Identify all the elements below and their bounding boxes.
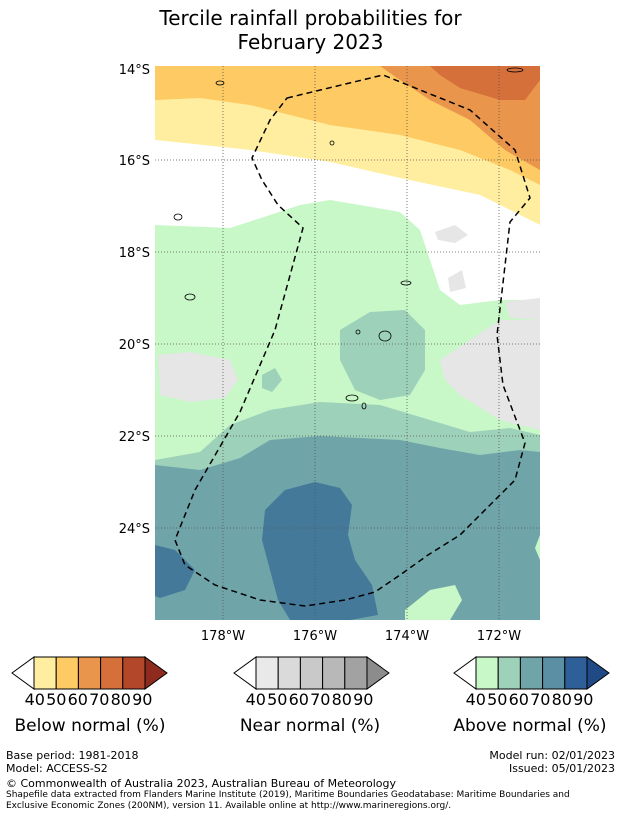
shapefile-credit: Shapefile data extracted from Flanders M…: [6, 790, 606, 812]
above-70-region: [262, 482, 378, 620]
near-40-patch: [440, 320, 540, 430]
colorbar-min-arrow: [233, 656, 257, 690]
colorbars: [11, 656, 610, 690]
footer-right: Model run: 02/01/2023 Issued: 05/01/2023: [489, 749, 615, 775]
tick: 40: [245, 690, 266, 709]
near-legend-title: Near normal (%): [239, 716, 381, 736]
tick: 90: [132, 690, 153, 709]
lat-label: 16°S: [119, 154, 150, 169]
model-run: Model run: 02/01/2023: [489, 749, 615, 762]
above-legend-title: Above normal (%): [453, 716, 607, 736]
map-field: [155, 66, 540, 620]
above-50-region: [535, 535, 540, 560]
near-40-patch: [158, 352, 238, 402]
tick: 70: [530, 690, 551, 709]
colorbar-max-arrow: [366, 656, 390, 690]
title-line-1: Tercile rainfall probabilities for: [159, 6, 462, 30]
shapefile-line-2: Exclusive Economic Zones (200NM), versio…: [6, 801, 452, 811]
tick: 80: [110, 690, 131, 709]
colorbar-swatch: [322, 656, 346, 690]
lat-label: 22°S: [119, 430, 150, 445]
colorbar-swatch: [497, 656, 521, 690]
tick: 40: [24, 690, 45, 709]
above-50-region: [262, 368, 282, 392]
near-40-patch: [448, 270, 466, 292]
lat-label: 24°S: [119, 522, 150, 537]
colorbar-swatch: [344, 656, 368, 690]
colorbar-swatch: [55, 656, 79, 690]
shapefile-line-1: Shapefile data extracted from Flanders M…: [6, 790, 570, 800]
above-70-region: [155, 545, 195, 598]
tick: 70: [89, 690, 110, 709]
tick: 50: [267, 690, 288, 709]
colorbar-swatch: [564, 656, 588, 690]
near-legend-ticks: 405060708090: [245, 690, 374, 709]
lon-label: 174°W: [385, 629, 429, 644]
above-50-region: [340, 310, 425, 400]
colorbar-swatch: [519, 656, 544, 690]
lon-label: 178°W: [201, 629, 245, 644]
island-outlines: [173, 67, 524, 410]
copyright: © Commonwealth of Australia 2023, Austra…: [6, 777, 396, 790]
below-legend-ticks: 405060708090: [24, 690, 153, 709]
title-line-2: February 2023: [237, 30, 384, 54]
lon-label: 176°W: [293, 629, 337, 644]
colorbar-swatch: [255, 656, 279, 690]
lat-label: 18°S: [119, 246, 150, 261]
above-legend-ticks: 405060708090: [465, 690, 594, 709]
below-80-region: [430, 66, 540, 100]
colorbar-swatch: [277, 656, 301, 690]
colorbar-swatch: [122, 656, 146, 690]
graticule: [155, 66, 540, 620]
tick: 80: [551, 690, 572, 709]
tick: 50: [487, 690, 508, 709]
tick: 60: [508, 690, 529, 709]
lon-tick-labels: 178°W 176°W 174°W 172°W: [201, 629, 521, 644]
tick: 60: [67, 690, 88, 709]
colorbar-swatch: [475, 656, 499, 690]
colorbar-swatch: [542, 656, 566, 690]
eez-boundary: [174, 74, 531, 607]
footer-left: Base period: 1981-2018 Model: ACCESS-S2: [6, 749, 138, 775]
tick: 70: [310, 690, 331, 709]
lon-label: 172°W: [477, 629, 521, 644]
tick: 80: [331, 690, 352, 709]
map-title: Tercile rainfall probabilities for Febru…: [0, 6, 621, 54]
colorbar-min-arrow: [11, 656, 35, 690]
tick: 90: [353, 690, 374, 709]
tick: 90: [573, 690, 594, 709]
colorbar-min-arrow: [453, 656, 477, 690]
lat-label: 20°S: [119, 338, 150, 353]
colorbar-max-arrow: [144, 656, 168, 690]
base-period: Base period: 1981-2018: [6, 749, 139, 762]
tick: 40: [465, 690, 486, 709]
tick: 60: [288, 690, 309, 709]
colorbar-swatch: [33, 656, 57, 690]
near-40-patch: [435, 225, 468, 243]
lat-tick-labels: 14°S 16°S 18°S 20°S 22°S 24°S: [119, 63, 150, 537]
colorbar-swatch: [77, 656, 102, 690]
below-legend-title: Below normal (%): [14, 716, 166, 736]
colorbar-swatch: [299, 656, 324, 690]
model-name: Model: ACCESS-S2: [6, 762, 108, 775]
colorbar-swatch: [100, 656, 124, 690]
issued-date: Issued: 05/01/2023: [508, 762, 615, 775]
colorbar-max-arrow: [586, 656, 610, 690]
above-40-region: [405, 585, 462, 620]
lat-label: 14°S: [119, 63, 150, 78]
tick: 50: [46, 690, 67, 709]
near-40-patch: [505, 298, 540, 320]
